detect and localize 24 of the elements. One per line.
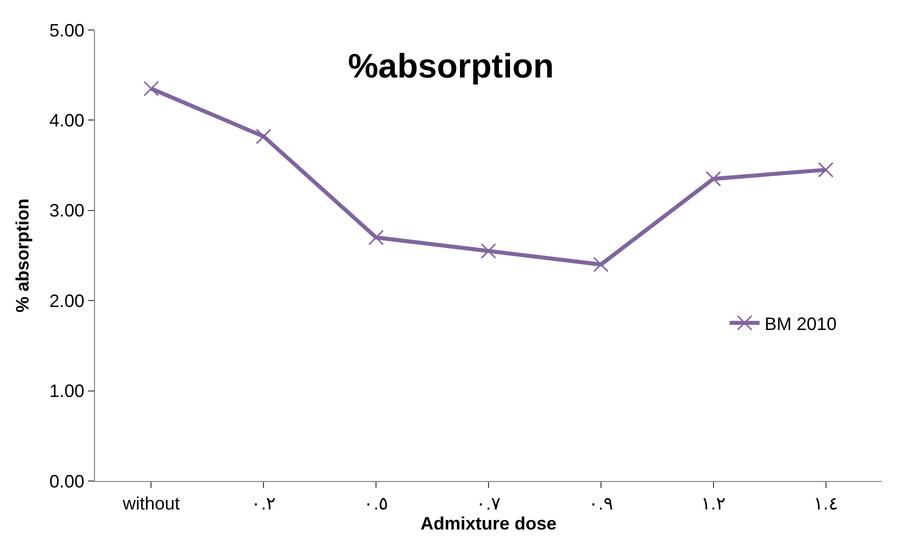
x-tick-label: ٠.٥: [364, 494, 389, 514]
x-tick-label: ٠.٩: [588, 494, 614, 514]
x-tick-label: ١.٢: [700, 494, 726, 514]
y-axis-title: % absorption: [12, 198, 33, 313]
y-tick-label: 2.00: [49, 290, 84, 311]
point: [593, 256, 609, 272]
point: [706, 171, 722, 187]
point: [368, 230, 384, 246]
x-tick-label: ٠.٢: [251, 494, 276, 514]
y-tick-label: 1.00: [49, 381, 84, 402]
y-tick-label: 5.00: [49, 20, 84, 40]
y-tick-label: 0.00: [49, 471, 84, 492]
legend-label: BM 2010: [764, 314, 837, 334]
y-tick-label: 3.00: [49, 200, 84, 221]
point: [818, 162, 834, 178]
point: [143, 80, 159, 96]
x-tick-label: ٠.٧: [476, 494, 502, 514]
x-tick-label: without: [122, 494, 180, 514]
point: [480, 243, 496, 259]
y-tick-label: 4.00: [49, 110, 84, 130]
text: %absorption: [348, 48, 554, 86]
point: [256, 128, 272, 144]
x-tick-label: ١.٤: [813, 494, 838, 514]
x-axis-title: Admixture dose: [420, 514, 557, 534]
